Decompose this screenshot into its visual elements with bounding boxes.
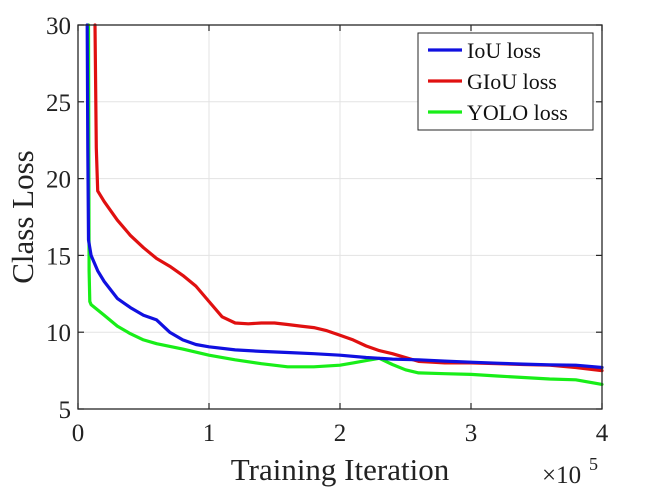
x-axis-label: Training Iteration — [231, 452, 450, 487]
series-layer — [85, 23, 604, 386]
x-multiplier: ×10 — [542, 462, 581, 489]
series-line-yolo-loss — [86, 23, 604, 386]
x-tick-label: 2 — [334, 420, 347, 447]
legend-label-giou-loss: GIoU loss — [467, 69, 557, 94]
y-tick-label: 15 — [46, 243, 71, 270]
axis-ticks: 0 1 2 3 4 5 10 15 20 25 30 — [46, 13, 609, 447]
y-tick-label: 5 — [59, 397, 72, 424]
y-axis-label: Class Loss — [5, 150, 40, 284]
y-tick-label: 25 — [46, 90, 71, 117]
x-tick-label: 4 — [596, 420, 609, 447]
series-line-iou-loss — [85, 23, 604, 370]
x-tick-label: 0 — [72, 420, 85, 447]
legend: IoU loss GIoU loss YOLO loss — [417, 32, 594, 131]
y-tick-label: 20 — [46, 167, 71, 194]
y-tick-label: 30 — [46, 13, 71, 40]
legend-label-iou-loss: IoU loss — [467, 38, 541, 63]
x-tick-label: 3 — [465, 420, 478, 447]
x-multiplier-exponent: 5 — [589, 454, 598, 474]
x-tick-label: 1 — [203, 420, 216, 447]
y-tick-label: 10 — [46, 320, 71, 347]
legend-label-yolo-loss: YOLO loss — [467, 100, 568, 125]
